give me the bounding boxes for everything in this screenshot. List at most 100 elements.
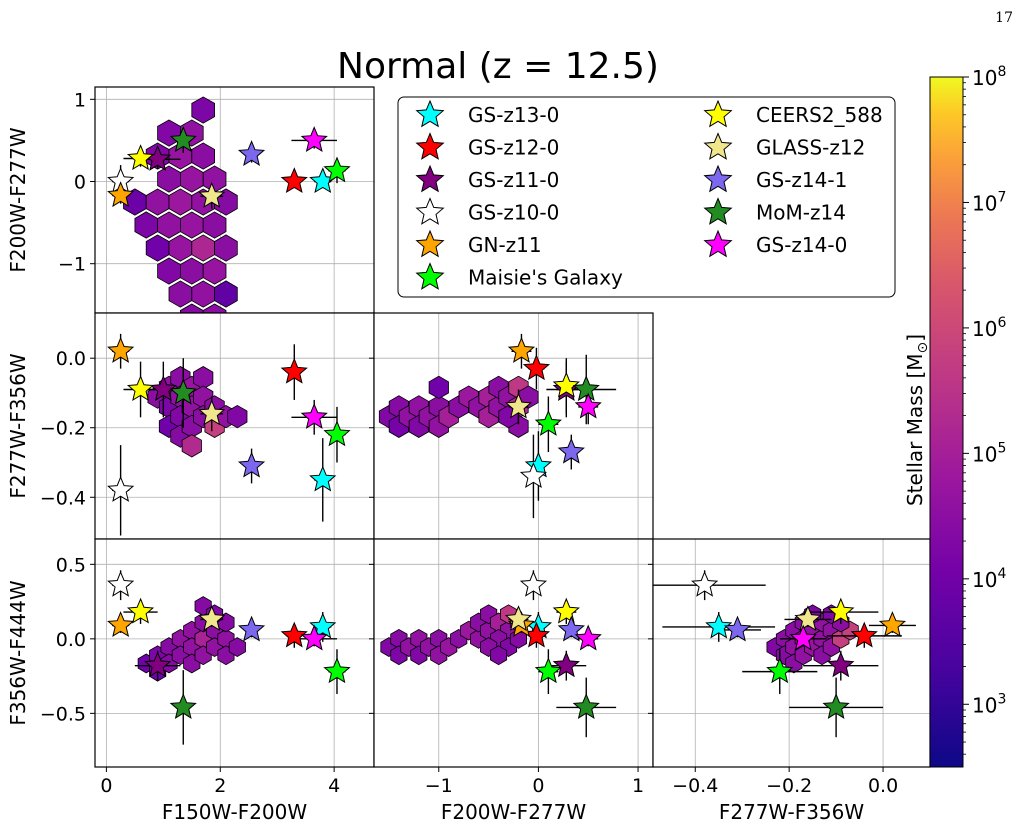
star-gs-z14-0 xyxy=(300,402,328,429)
star-gs-z10-0 xyxy=(107,570,135,597)
colorbar-tick-label: 104 xyxy=(972,566,1006,592)
legend-item-gs-z14-0: GS-z14-0 xyxy=(703,229,847,258)
star-gs-z10-0 xyxy=(691,570,719,597)
legend-marker xyxy=(703,164,733,193)
panel-row2-col1: 0.0 −0.2 −0.4 F277W-F356W xyxy=(6,312,375,544)
legend-label: GLASS-z12 xyxy=(756,136,865,160)
star-gs-z14-1 xyxy=(237,615,266,642)
colorbar-tick-base: 10 xyxy=(972,568,997,592)
star-ceers2-588 xyxy=(827,597,855,624)
panel-row2-col1-plot-area xyxy=(95,313,374,539)
legend-item-maisie-s-galaxy: Maisie's Galaxy xyxy=(415,262,623,290)
y-tick-label: 0 xyxy=(74,172,86,194)
colorbar-tick-exp: 7 xyxy=(997,189,1006,205)
x-tick-label: −0.2 xyxy=(766,775,812,797)
hexbin-cell xyxy=(181,434,202,458)
hexbin-cell xyxy=(214,234,238,262)
star-ceers2-588 xyxy=(552,371,580,398)
colorbar-tick-label: 107 xyxy=(972,189,1006,215)
y-tick-label: 0.0 xyxy=(56,629,86,651)
star-maisie-s-galaxy xyxy=(534,657,562,684)
star-mom-z14 xyxy=(572,693,600,719)
star-gs-z11-0 xyxy=(144,651,172,678)
panel-row3-col1-plot-area xyxy=(95,539,374,767)
star-gs-z14-0 xyxy=(300,126,328,152)
legend-marker xyxy=(415,262,445,290)
star-mom-z14 xyxy=(169,693,197,719)
colorbar-tick-label: 106 xyxy=(972,315,1006,341)
panel-row3-col2-plot-area xyxy=(374,539,653,767)
panel-row3-col3-plot-area xyxy=(653,539,930,767)
star-gs-z14-1 xyxy=(723,615,752,642)
legend-item-mom-z14: MoM-z14 xyxy=(703,197,846,225)
legend-label: GS-z12-0 xyxy=(468,136,559,160)
star-maisie-s-galaxy xyxy=(766,657,794,684)
panel-row1-col1-plot-area xyxy=(95,87,374,313)
y-tick-label: 0.0 xyxy=(56,348,86,370)
colorbar-tick-label: 103 xyxy=(972,691,1006,717)
x-tick-label: 2 xyxy=(214,775,226,797)
star-mom-z14 xyxy=(572,375,600,402)
star-gs-z12-0 xyxy=(280,357,308,384)
colorbar-gradient xyxy=(929,76,964,768)
legend-label: GS-z11-0 xyxy=(468,168,559,192)
star-ceers2-588 xyxy=(126,375,155,402)
hexbin-cell xyxy=(228,637,246,657)
legend-marker xyxy=(703,99,733,128)
y-axis-label: F277W-F356W xyxy=(6,353,30,499)
y-axis-label: F200W-F277W xyxy=(6,127,30,273)
star-gs-z13-0 xyxy=(309,465,337,492)
star-glass-z12 xyxy=(504,605,533,632)
star-maisie-s-galaxy xyxy=(323,156,351,183)
figure-title: Normal (z = 12.5) xyxy=(337,46,659,87)
y-tick-label: 1 xyxy=(74,89,86,111)
star-gs-z14-1 xyxy=(237,140,266,166)
star-glass-z12 xyxy=(794,605,822,632)
star-gs-z10-0 xyxy=(519,570,548,597)
star-gn-z11 xyxy=(507,336,536,363)
x-axis-label: F150W-F200W xyxy=(162,800,308,824)
colorbar-label-sub: ⊙ xyxy=(915,342,931,354)
legend-marker xyxy=(415,164,445,193)
legend-item-gn-z11: GN-z11 xyxy=(415,229,542,258)
x-axis-label: F200W-F277W xyxy=(441,800,587,824)
panel-row2-col2-plot-area xyxy=(374,313,653,539)
colorbar-tick-exp: 8 xyxy=(997,64,1006,80)
colorbar-tick-exp: 3 xyxy=(997,691,1006,707)
legend-label: GS-z14-1 xyxy=(756,168,847,192)
hexbin-cell xyxy=(202,303,227,313)
star-gs-z14-1 xyxy=(237,451,266,478)
colorbar-tick-exp: 4 xyxy=(997,566,1006,582)
legend-marker xyxy=(415,99,445,128)
star-gs-z11-0 xyxy=(552,651,580,678)
star-glass-z12 xyxy=(198,605,226,632)
star-gs-z14-0 xyxy=(574,624,602,651)
page-number: 17 xyxy=(995,10,1013,26)
y-tick-label: 0.5 xyxy=(56,554,86,576)
star-gs-z14-0 xyxy=(574,392,602,419)
legend-item-gs-z12-0: GS-z12-0 xyxy=(415,132,559,160)
colorbar-tick-exp: 6 xyxy=(997,315,1006,331)
legend-marker xyxy=(703,197,733,225)
star-gs-z14-0 xyxy=(300,624,328,651)
legend-items: GS-z13-0 GS-z12-0 GS-z11-0 GS-z10-0 GN-z11 Ma… xyxy=(415,99,883,290)
star-gs-z10-0 xyxy=(519,462,548,488)
star-gs-z13-0 xyxy=(705,612,733,639)
panel-row3-col1: 0 2 4 0.5 0.0 −0.5 F150W-F200W F356W-F444W xyxy=(6,538,375,824)
legend-label: MoM-z14 xyxy=(756,201,846,225)
star-gn-z11 xyxy=(107,336,135,363)
star-gs-z11-0 xyxy=(827,651,855,678)
y-tick-label: −0.4 xyxy=(40,487,86,509)
hexbin-cell xyxy=(489,645,508,666)
hexbin-cell xyxy=(202,211,227,239)
legend-item-gs-z13-0: GS-z13-0 xyxy=(415,99,559,128)
hexbin-cell xyxy=(191,96,216,124)
colorbar-tick-base: 10 xyxy=(972,66,997,90)
y-tick-label: −1 xyxy=(58,254,86,276)
legend-box xyxy=(397,96,896,298)
hexbin-cell xyxy=(214,280,238,308)
legend-item-gs-z14-1: GS-z14-1 xyxy=(703,164,847,193)
